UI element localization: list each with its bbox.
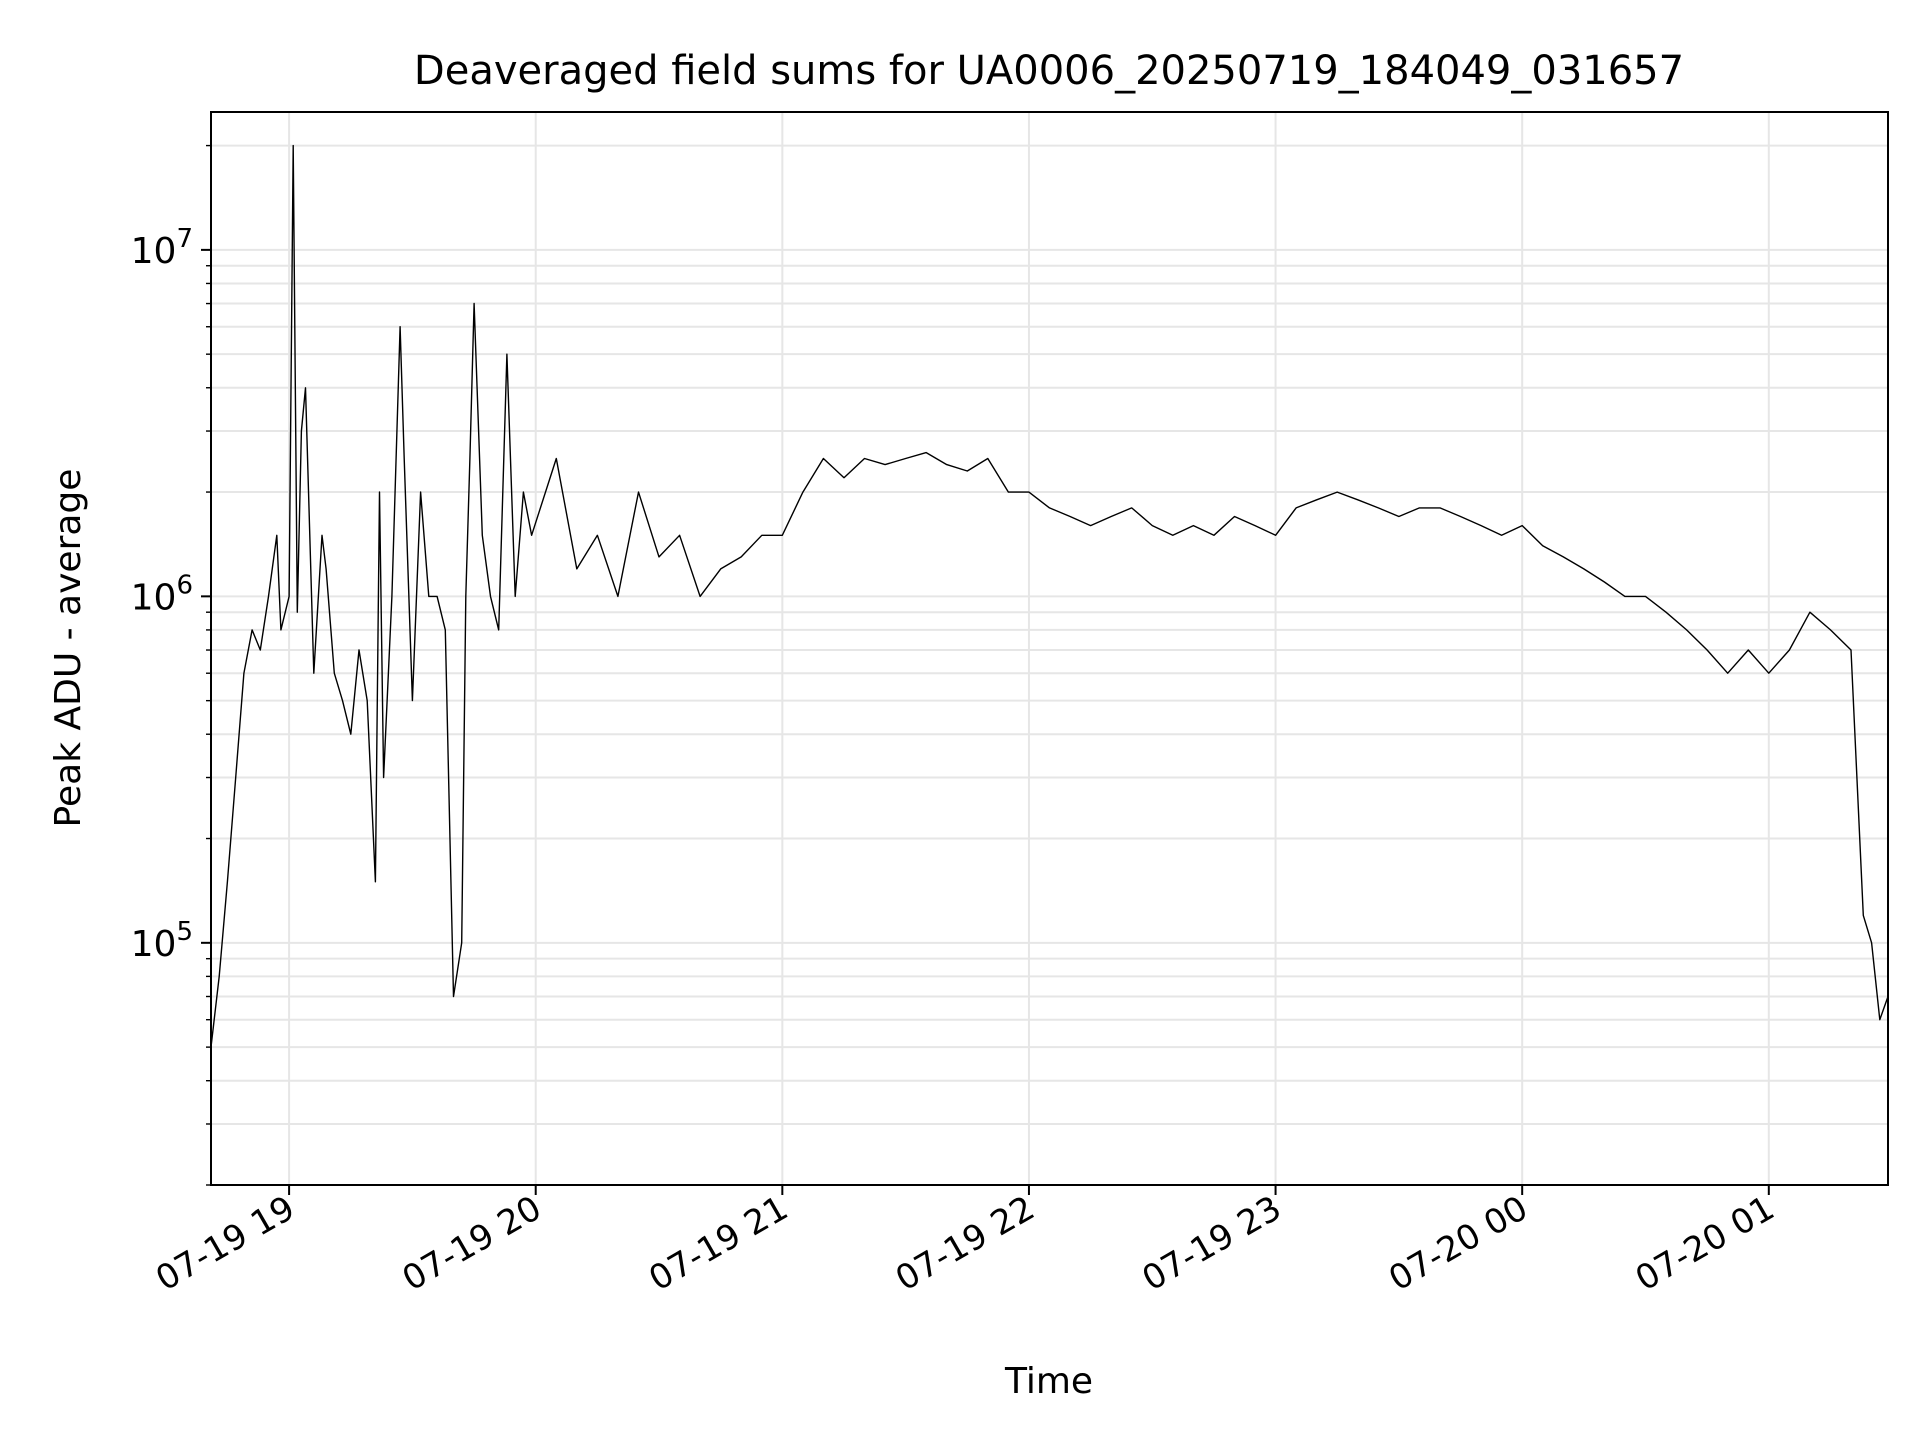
y-tick-base: 10 [131,924,177,965]
x-axis-label: Time [1004,1361,1093,1402]
chart-title: Deaveraged field sums for UA0006_2025071… [414,48,1684,94]
y-tick-exponent: 6 [176,570,193,600]
y-tick-label: 105 [131,917,193,965]
series-line [210,144,1889,1048]
y-axis-label: Peak ADU - average [48,469,89,828]
series-group [210,144,1889,1048]
y-tick-exponent: 5 [176,917,193,947]
y-tick-base: 10 [131,231,177,272]
y-tick-base: 10 [131,577,177,618]
y-tick-label: 107 [131,224,193,272]
grid-lines [211,112,1888,1186]
y-tick-label: 106 [131,570,193,618]
y-tick-exponent: 7 [176,224,193,254]
plot-frame [210,111,1889,1186]
